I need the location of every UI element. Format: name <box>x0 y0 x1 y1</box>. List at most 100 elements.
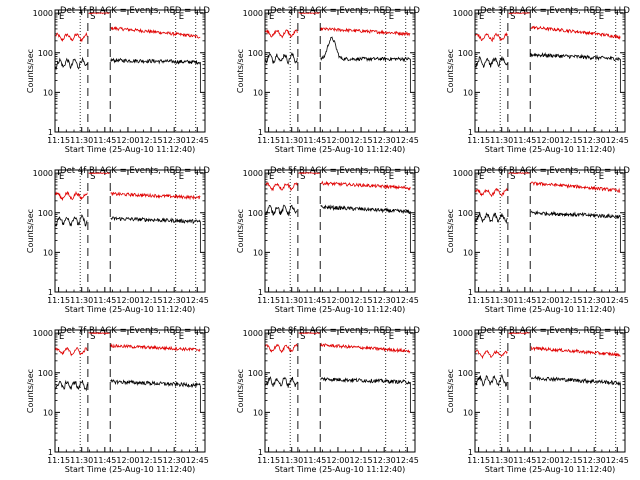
lld-series <box>298 332 320 335</box>
x-tick-label: 12:45 <box>606 456 629 465</box>
lld-series <box>55 190 88 202</box>
e-marker-label: E <box>599 332 604 342</box>
plot-frame <box>264 329 416 453</box>
x-tick-label: 12:00 <box>536 136 559 145</box>
y-tick-label: 100 <box>458 209 473 218</box>
x-tick-label: 12:15 <box>560 296 583 305</box>
y-axis-label: Counts/sec <box>26 49 35 93</box>
chart-title: Det 6f BLACK = Events, RED = LLD <box>480 166 630 176</box>
y-tick-label: 1 <box>48 448 53 457</box>
y-tick-label: 1000 <box>243 9 263 18</box>
y-tick-label: 10 <box>463 408 473 417</box>
chart-title: Det 5f BLACK = Events, RED = LLD <box>270 166 420 176</box>
e-marker-label: E <box>599 172 604 182</box>
x-axis-label: Start Time (25-Aug-10 11:12:40) <box>275 145 406 154</box>
x-tick-label: 12:00 <box>326 456 349 465</box>
lld-series <box>88 12 110 15</box>
y-axis-label: Counts/sec <box>236 369 245 413</box>
x-tick-label: 12:45 <box>606 136 629 145</box>
y-axis-label: Counts/sec <box>236 209 245 253</box>
chart-panel-7: Det 7f BLACK = Events, RED = LLD 1 10 100 10… <box>26 326 210 474</box>
y-tick-label: 1000 <box>33 9 53 18</box>
e-marker-label: E <box>269 172 274 182</box>
y-tick-label: 10 <box>43 248 53 257</box>
events-series <box>475 373 508 387</box>
y-tick-label: 10 <box>253 408 263 417</box>
x-tick-label: 11:45 <box>513 456 536 465</box>
lld-series <box>530 181 621 193</box>
chart-panel-6: Det 6f BLACK = Events, RED = LLD 1 10 100 10… <box>446 166 630 314</box>
plot-frame <box>54 169 206 293</box>
y-tick-label: 1 <box>468 288 473 297</box>
y-tick-label: 1 <box>258 288 263 297</box>
chart-panel-3: Det 3f BLACK = Events, RED = LLD 1 10 100 10… <box>446 6 630 154</box>
y-tick-label: 10 <box>463 88 473 97</box>
x-tick-label: 11:15 <box>467 456 490 465</box>
y-tick-label: 10 <box>253 248 263 257</box>
x-tick-label: 12:00 <box>326 296 349 305</box>
lld-series <box>530 346 621 357</box>
x-tick-label: 11:30 <box>280 456 303 465</box>
y-tick-label: 10 <box>43 88 53 97</box>
plot-frame <box>264 169 416 293</box>
x-tick-label: 12:30 <box>583 136 606 145</box>
events-series <box>320 204 411 215</box>
x-tick-label: 12:30 <box>163 456 186 465</box>
plot-frame <box>474 329 626 453</box>
lld-series <box>265 181 298 192</box>
x-axis-label: Start Time (25-Aug-10 11:12:40) <box>275 305 406 314</box>
y-axis-label: Counts/sec <box>236 49 245 93</box>
events-series <box>265 376 298 388</box>
lld-series <box>530 25 621 41</box>
y-tick-label: 1000 <box>33 329 53 338</box>
x-tick-label: 11:15 <box>467 296 490 305</box>
e-marker-label: E <box>59 172 64 182</box>
lld-series <box>508 332 530 335</box>
x-tick-label: 11:30 <box>70 456 93 465</box>
y-tick-label: 10 <box>253 88 263 97</box>
x-tick-label: 11:15 <box>257 456 280 465</box>
x-tick-label: 12:45 <box>396 296 419 305</box>
x-tick-label: 11:45 <box>93 456 116 465</box>
x-tick-label: 11:15 <box>47 136 70 145</box>
lld-series <box>110 343 201 353</box>
events-series <box>530 375 621 386</box>
y-tick-label: 1000 <box>453 329 473 338</box>
events-series <box>55 214 88 227</box>
s-marker-label: S <box>510 12 515 22</box>
lld-series <box>320 26 411 37</box>
chart-panel-9: Det 9f BLACK = Events, RED = LLD 1 10 100 10… <box>446 326 630 474</box>
lld-series <box>508 12 530 15</box>
x-tick-label: 12:00 <box>116 296 139 305</box>
e-marker-label: E <box>479 172 484 182</box>
x-tick-label: 12:30 <box>583 296 606 305</box>
events-series <box>110 378 201 389</box>
x-tick-label: 12:00 <box>116 456 139 465</box>
x-tick-label: 12:45 <box>186 296 209 305</box>
y-axis-label: Counts/sec <box>446 49 455 93</box>
x-tick-label: 11:45 <box>93 296 116 305</box>
x-axis-label: Start Time (25-Aug-10 11:12:40) <box>485 145 616 154</box>
x-tick-label: 12:00 <box>326 136 349 145</box>
chart-title: Det 4f BLACK = Events, RED = LLD <box>60 166 210 176</box>
y-tick-label: 1 <box>48 128 53 137</box>
y-tick-label: 100 <box>248 209 263 218</box>
e-marker-label: E <box>269 332 274 342</box>
e-marker-label: E <box>59 332 64 342</box>
events-series <box>55 379 88 392</box>
x-tick-label: 11:30 <box>490 456 513 465</box>
lld-series <box>298 172 320 175</box>
x-tick-label: 12:45 <box>396 456 419 465</box>
x-tick-label: 11:30 <box>280 136 303 145</box>
chart-title: Det 9f BLACK = Events, RED = LLD <box>480 326 630 336</box>
s-marker-label: S <box>510 332 515 342</box>
y-tick-label: 100 <box>38 49 53 58</box>
e-marker-label: E <box>179 332 184 342</box>
y-tick-label: 1 <box>258 128 263 137</box>
chart-panel-2: Det 2f BLACK = Events, RED = LLD 1 10 100 10… <box>236 6 420 154</box>
x-tick-label: 12:15 <box>560 456 583 465</box>
x-axis-label: Start Time (25-Aug-10 11:12:40) <box>275 465 406 474</box>
s-marker-label: S <box>300 332 305 342</box>
y-tick-label: 1 <box>258 448 263 457</box>
x-tick-label: 12:00 <box>536 296 559 305</box>
